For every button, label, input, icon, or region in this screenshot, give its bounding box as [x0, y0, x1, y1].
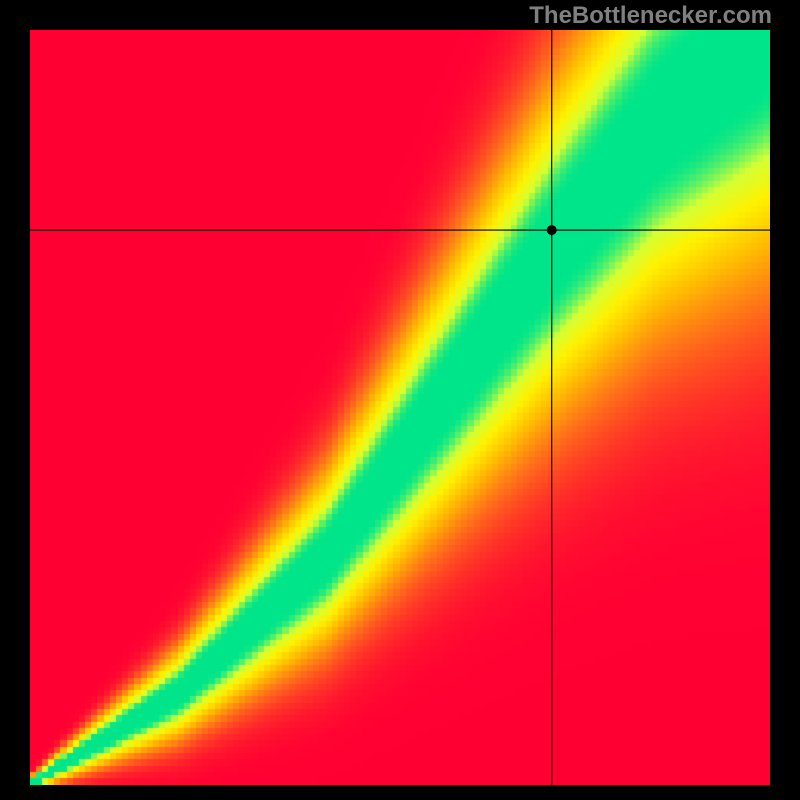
marker-dot: [547, 225, 557, 235]
overlay-layer: [0, 0, 800, 800]
chart-container: TheBottlenecker.com: [0, 0, 800, 800]
watermark-text: TheBottlenecker.com: [529, 2, 772, 30]
